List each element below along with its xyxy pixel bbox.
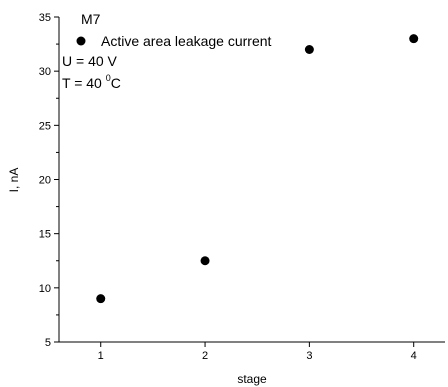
x-tick-label: 2 (202, 350, 208, 362)
data-points (96, 34, 419, 304)
y-tick-label: 25 (39, 120, 51, 132)
legend-label: Active area leakage current (101, 33, 272, 49)
x-tick-label: 1 (98, 350, 104, 362)
annotation-temperature: T = 40 0C (62, 73, 121, 91)
annotation-temperature-value: T = 40 (62, 75, 106, 91)
y-tick-label: 5 (45, 337, 51, 349)
annotation-temperature-degree: 0 (106, 73, 111, 83)
data-point (304, 45, 314, 54)
y-axis-ticks: 5 10 15 20 25 30 35 (39, 12, 59, 349)
y-axis-label: I, nA (7, 168, 21, 193)
plot-axes (58, 17, 445, 343)
y-tick-label: 10 (39, 283, 51, 295)
y-tick-label: 35 (39, 12, 51, 24)
annotation-temperature-unit: C (111, 75, 121, 91)
x-tick-label: 4 (411, 350, 417, 362)
x-axis-ticks: 1 2 3 4 (98, 342, 417, 362)
x-tick-label: 3 (306, 350, 312, 362)
y-tick-label: 20 (39, 175, 51, 187)
annotation-voltage: U = 40 V (62, 53, 118, 69)
y-tick-label: 30 (39, 66, 51, 78)
data-point (200, 256, 210, 266)
legend-marker (76, 36, 86, 46)
data-point (409, 34, 419, 44)
data-point (96, 294, 106, 304)
y-tick-label: 15 (39, 229, 51, 241)
annotation-sample: M7 (81, 11, 101, 27)
x-axis-label: stage (237, 372, 267, 386)
